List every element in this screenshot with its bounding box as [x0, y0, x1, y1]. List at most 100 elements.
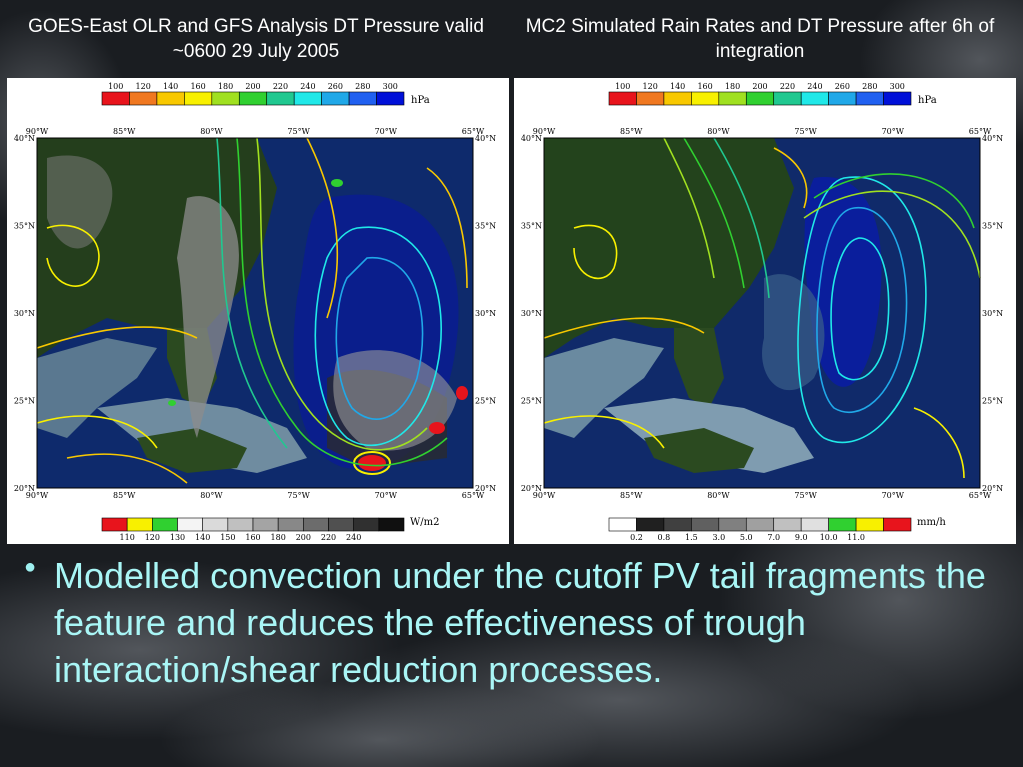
longitude-label: 65°W: [969, 127, 992, 136]
top-scale-label: 140: [163, 82, 178, 91]
bottom-scale-label: 9.0: [795, 533, 808, 542]
longitude-label: 85°W: [113, 127, 136, 136]
latitude-label: 25°N: [521, 397, 542, 406]
bottom-scale-label: 200: [296, 533, 311, 542]
top-scale-label: 120: [136, 82, 151, 91]
bottom-scale-swatch: [202, 517, 229, 532]
longitude-label: 70°W: [375, 491, 398, 500]
right-panel-title: MC2 Simulated Rain Rates and DT Pressure…: [525, 16, 995, 62]
top-scale-swatch: [800, 91, 829, 106]
bottom-scale-label: 3.0: [712, 533, 725, 542]
latitude-label: 35°N: [14, 222, 35, 231]
longitude-label: 65°W: [462, 491, 485, 500]
bottom-scale-swatch: [277, 517, 304, 532]
bottom-scale-swatch: [691, 517, 720, 532]
top-scale-swatch: [101, 91, 130, 106]
bottom-scale-label: 10.0: [820, 533, 838, 542]
top-scale-swatch: [266, 91, 295, 106]
latitude-label: 30°N: [521, 309, 542, 318]
longitude-label: 80°W: [200, 127, 223, 136]
longitude-label: 70°W: [882, 491, 905, 500]
top-scale-label: 220: [780, 82, 795, 91]
bottom-scale-label: 110: [120, 533, 135, 542]
top-scale-label: 180: [218, 82, 233, 91]
left-panel-title: GOES-East OLR and GFS Analysis DT Pressu…: [28, 16, 484, 62]
bottom-scale-label: 240: [346, 533, 361, 542]
top-scale-swatch: [608, 91, 637, 106]
right-map-panel: 100 120 140 160 180 200 220 240 260 280 300 hPa: [514, 78, 1016, 544]
top-scale-swatch: [238, 91, 268, 106]
bottom-scale-label: 7.0: [767, 533, 780, 542]
bottom-scale-label: 0.2: [630, 533, 643, 542]
bullet-text: Modelled convection under the cutoff PV …: [54, 555, 986, 690]
latitude-label: 40°N: [14, 134, 35, 143]
top-scale-swatch: [855, 91, 884, 106]
top-scale-swatch: [376, 91, 405, 106]
bottom-scale-label: 220: [321, 533, 336, 542]
top-scale-label: 280: [355, 82, 370, 91]
top-scale-swatch: [773, 91, 802, 106]
top-scale-swatch: [348, 91, 377, 106]
bottom-scale-swatch: [101, 517, 128, 532]
bottom-scale-swatch: [328, 517, 354, 532]
longitude-label: 90°W: [26, 491, 49, 500]
longitude-label: 75°W: [794, 491, 817, 500]
bottom-scale-swatch: [800, 517, 829, 532]
bottom-scale-label: 120: [145, 533, 160, 542]
bottom-scale-label: 150: [220, 533, 235, 542]
latitude-label: 35°N: [521, 222, 542, 231]
longitude-label: 80°W: [707, 127, 730, 136]
bottom-scale-swatch: [663, 517, 692, 532]
bottom-scale-swatch: [718, 517, 747, 532]
latitude-label: 30°N: [14, 309, 35, 318]
longitude-label: 85°W: [620, 127, 643, 136]
top-scale-label: 100: [615, 82, 630, 91]
map-area: [36, 137, 474, 489]
longitude-label: 75°W: [287, 127, 310, 136]
bottom-scale-label: 5.0: [740, 533, 753, 542]
top-scale-swatch: [691, 91, 720, 106]
top-scale-label: 100: [108, 82, 123, 91]
bottom-scale-swatch: [303, 517, 329, 532]
bottom-scale-swatch: [636, 517, 665, 532]
longitude-label: 65°W: [462, 127, 485, 136]
bottom-scale-swatch: [378, 517, 405, 532]
top-scale-label: 140: [670, 82, 685, 91]
top-scale-swatch: [718, 91, 747, 106]
top-scale-label: 260: [835, 82, 850, 91]
bottom-scale-swatch: [745, 517, 775, 532]
latitude-label: 40°N: [521, 134, 542, 143]
bottom-scale-swatch: [883, 517, 912, 532]
latitude-label: 20°N: [475, 484, 496, 493]
latitude-label: 20°N: [14, 484, 35, 493]
bullet-marker: ●: [24, 556, 37, 578]
top-scale-swatch: [828, 91, 857, 106]
bottom-scale: 0.2 0.8 1.5 3.0 5.0 7.0 9.0 10.0 11.0 mm/h: [608, 517, 946, 542]
bottom-scale-label: 1.5: [685, 533, 698, 542]
latitude-label: 25°N: [14, 397, 35, 406]
top-scale: 100 120 140 160 180 200 220 240 260 280 300 hPa: [608, 82, 937, 106]
longitude-label: 85°W: [113, 491, 136, 500]
top-scale-unit: hPa: [411, 95, 430, 106]
top-scale-label: 180: [725, 82, 740, 91]
bottom-scale-swatch: [608, 517, 637, 532]
top-scale-label: 280: [862, 82, 877, 91]
bottom-scale-swatch: [773, 517, 802, 532]
longitude-label: 90°W: [533, 127, 556, 136]
bottom-scale-swatch: [227, 517, 254, 532]
bottom-scale-swatch: [126, 517, 153, 532]
longitude-label: 85°W: [620, 491, 643, 500]
top-scale-label: 300: [890, 82, 905, 91]
top-scale-swatch: [636, 91, 665, 106]
latitude-label: 20°N: [982, 484, 1003, 493]
longitude-label: 75°W: [287, 491, 310, 500]
top-scale-swatch: [129, 91, 158, 106]
longitude-label: 90°W: [26, 127, 49, 136]
longitude-label: 75°W: [794, 127, 817, 136]
left-map-panel: 100 120 140 160 180 200 220 240 260 280 300 hPa: [7, 78, 509, 544]
bottom-scale-label: 180: [271, 533, 286, 542]
bottom-scale-label: 130: [170, 533, 185, 542]
top-scale-unit: hPa: [918, 95, 937, 106]
bottom-scale-swatch: [855, 517, 884, 532]
top-scale-swatch: [745, 91, 775, 106]
